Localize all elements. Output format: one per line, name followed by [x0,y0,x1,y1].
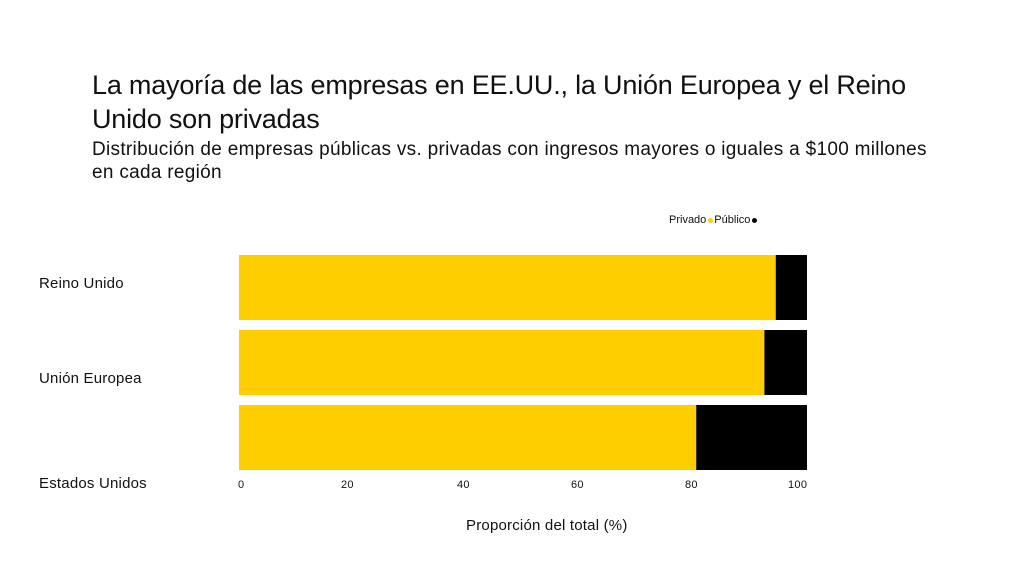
legend-swatch-privado [708,217,714,223]
bar-privado-reino-unido [239,255,776,320]
chart-subtitle: Distribución de empresas públicas vs. pr… [92,139,927,183]
bar-privado-estados-unidos [239,405,697,470]
bar-publico-reino-unido [775,255,807,320]
category-label-union-europea: Unión Europea [39,370,142,387]
category-label-estados-unidos: Estados Unidos [39,475,147,492]
bars-group [239,255,807,470]
x-tick-label-100: 100 [788,479,808,491]
category-label-reino-unido: Reino Unido [39,275,124,292]
bar-privado-union-europea [239,330,765,395]
bar-publico-union-europea [764,330,807,395]
legend-swatch-publico [752,217,758,223]
chart-title: La mayoría de las empresas en EE.UU., la… [92,70,906,134]
x-axis-label: Proporción del total (%) [466,517,628,534]
x-tick-label-80: 80 [685,479,698,491]
legend: Privado Público [669,213,758,227]
x-tick-label-60: 60 [571,479,584,491]
bar-publico-estados-unidos [696,405,807,470]
x-tick-label-0: 0 [238,479,245,491]
x-tick-label-20: 20 [341,479,354,491]
legend-label-privado: Privado [669,214,707,226]
legend-label-publico: Público [714,214,751,226]
x-tick-label-40: 40 [457,479,470,491]
